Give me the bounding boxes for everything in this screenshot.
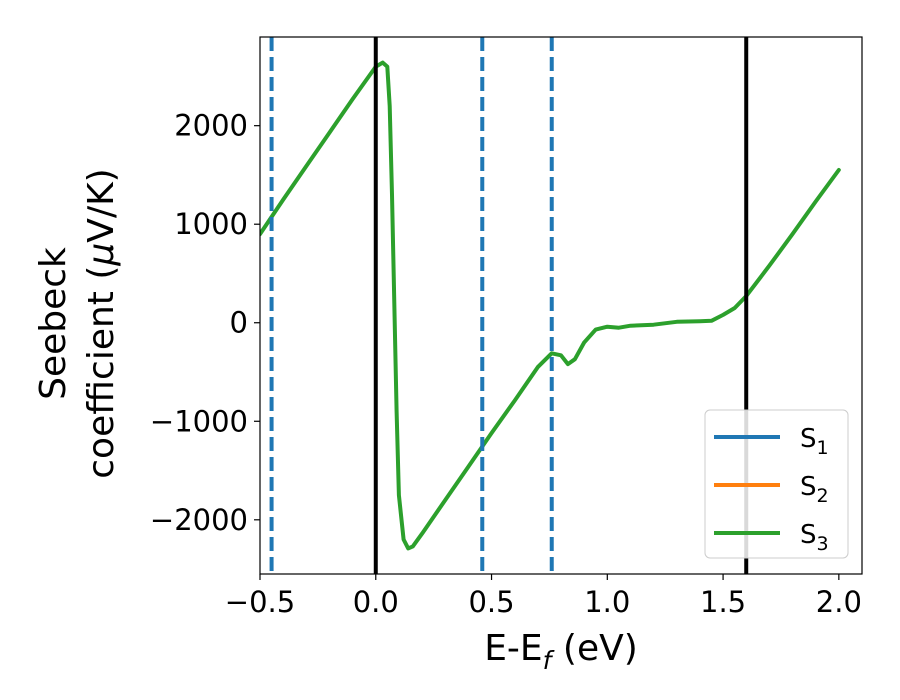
legend-label-sub-3: 3 bbox=[817, 533, 829, 555]
x-axis-label-tail: (eV) bbox=[551, 628, 637, 669]
y-axis-label-prefix: coefficient ( bbox=[81, 266, 122, 479]
x-tick-label-3: 0.5 bbox=[468, 585, 514, 619]
series-line-1 bbox=[260, 60, 841, 551]
y-axis-label-line1: Seebeck bbox=[33, 247, 74, 400]
legend-label-sub-2: 2 bbox=[817, 485, 829, 507]
y-axis-label-mu: μ bbox=[81, 243, 122, 267]
legend-label-2: S2 bbox=[800, 472, 829, 507]
x-axis-label: E-Ef (eV) bbox=[484, 628, 638, 675]
y-axis-label: Seebeck coefficient (μV/K) bbox=[33, 168, 122, 478]
plot-contents bbox=[260, 37, 841, 574]
axes-frame bbox=[259, 36, 863, 575]
legend-label-3: S3 bbox=[800, 520, 829, 555]
x-tick-label-2: 0.0 bbox=[353, 585, 399, 619]
x-tick-label-6: 2.0 bbox=[816, 585, 862, 619]
x-tick-label-1: −0.5 bbox=[225, 585, 295, 619]
x-tick-label-5: 1.5 bbox=[700, 585, 746, 619]
y-tick-label-5: 2000 bbox=[174, 109, 248, 143]
legend-label-base-1: S bbox=[800, 424, 817, 454]
y-tick-label-2: −1000 bbox=[150, 404, 248, 438]
y-tick-label-3: 0 bbox=[230, 306, 248, 340]
legend-label-base-2: S bbox=[800, 472, 817, 502]
legend-label-1: S1 bbox=[800, 424, 829, 459]
x-tick-label-4: 1.0 bbox=[584, 585, 630, 619]
x-axis-label-main: E-E bbox=[484, 628, 542, 669]
plot-area: −0.5 0.0 0.5 1.0 1.5 2.0 −2000 −1000 0 1000 2000 E-… bbox=[33, 36, 863, 675]
y-axis-label-suffix: V/K) bbox=[81, 168, 122, 242]
y-axis-label-line2: coefficient (μV/K) bbox=[81, 168, 122, 478]
legend-label-base-3: S bbox=[800, 520, 817, 550]
y-tick-label-1: −2000 bbox=[150, 503, 248, 537]
y-tick-label-4: 1000 bbox=[174, 207, 248, 241]
legend-label-sub-1: 1 bbox=[817, 437, 829, 459]
